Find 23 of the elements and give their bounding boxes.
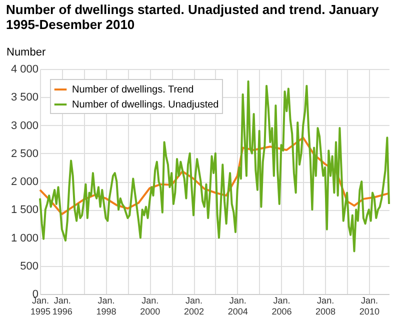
y-tick-label: 1 500 <box>10 204 38 216</box>
y-tick-label: 500 <box>20 260 38 272</box>
x-tick-label: Jan. 2010 <box>359 296 380 316</box>
y-tick-label: 3 000 <box>10 120 38 132</box>
legend-label: Number of dwellings. Unadjusted <box>72 100 219 110</box>
chart-title: Number of dwellings started. Unadjusted and trend. January 1995-Desember 2010 <box>6 2 380 32</box>
line-series <box>39 80 390 252</box>
x-tick-label: Jan. 2004 <box>228 296 248 316</box>
legend-label: Number of dwellings. Trend <box>72 84 194 96</box>
x-tick-label: Jan. 1998 <box>96 296 116 316</box>
y-tick-label: 2 500 <box>10 148 38 160</box>
y-axis-title: Number <box>6 46 46 58</box>
x-tick-label: Jan. 1995 <box>30 296 51 316</box>
x-tick-label: Jan. 1996 <box>52 296 72 316</box>
y-tick-label: 1 000 <box>10 232 38 244</box>
x-tick-label: Jan. 2002 <box>184 296 204 316</box>
y-tick-label: 3 500 <box>10 92 38 104</box>
y-tick-label: 4 000 <box>10 64 38 76</box>
y-tick-label: 2 000 <box>10 176 38 188</box>
line-series <box>39 136 390 216</box>
x-tick-label: Jan. 2008 <box>316 296 336 316</box>
x-tick-label: Jan. 2000 <box>140 296 160 316</box>
x-tick-label: Jan. 2006 <box>272 296 292 316</box>
